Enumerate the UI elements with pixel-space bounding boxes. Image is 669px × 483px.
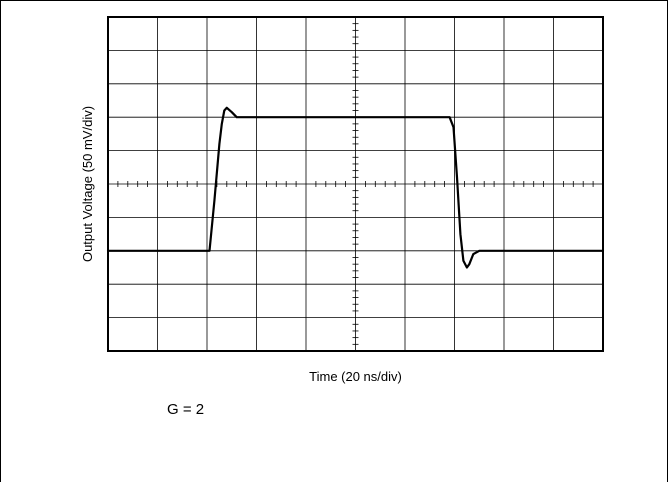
plot-border — [107, 16, 604, 352]
x-axis-label: Time (20 ns/div) — [309, 369, 402, 384]
gain-annotation: G = 2 — [167, 401, 204, 418]
grid — [108, 17, 603, 351]
center-ticks — [117, 23, 594, 345]
y-axis-label: Output Voltage (50 mV/div) — [80, 106, 95, 262]
waveform-trace — [106, 106, 605, 269]
